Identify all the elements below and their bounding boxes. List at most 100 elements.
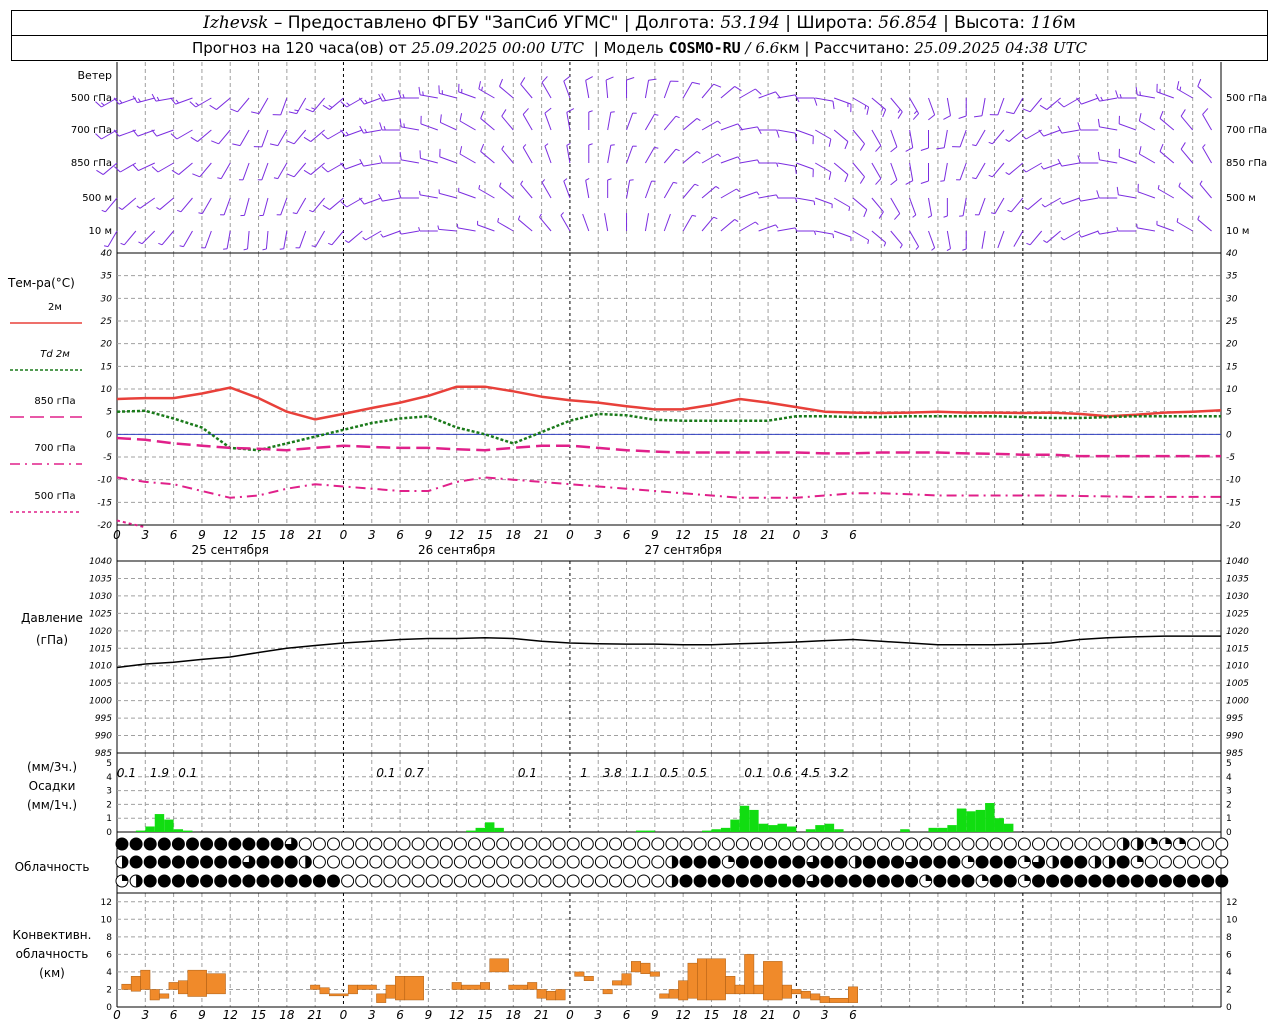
wind-barb-shaft [262,197,269,216]
pres-tick-right: 1030 [1226,592,1249,602]
wind-barb-feather [648,78,657,81]
cloud-symbol [975,837,989,851]
wind-barb-feather [305,108,314,113]
wind-barb [358,197,382,205]
wind-barb-shaft [239,129,250,146]
cloud-circle [905,874,919,888]
wind-barb [340,197,363,208]
temp-tick-left: 35 [101,272,113,282]
pres-tick-left: 1005 [89,679,112,689]
wind-barb-shaft [927,197,933,216]
wind-barb [1013,230,1024,247]
wind-barb-feather [189,101,197,108]
wind-barb-shaft [1137,191,1156,199]
cloud-symbol [891,855,904,869]
cloud-circle [411,874,425,888]
time-tick-label: 0 [340,528,348,542]
wind-barb-shaft [796,129,814,137]
precip-3h-label: 0.7 [405,766,424,780]
cloud-symbol [834,837,848,851]
wind-barb-shaft [157,162,174,173]
wind-barb-shaft [105,197,118,213]
conv-bar [187,969,207,997]
cloud-symbol [256,837,270,851]
wind-barb [988,162,1005,178]
wind-barb [585,76,593,99]
precip-bar [1003,823,1014,832]
wind-barb-shaft [1118,156,1137,164]
wind-barb-feather [832,101,835,110]
prec-tick-left: 4 [106,773,112,783]
wind-barb-shaft [701,120,718,131]
wind-barb-feather [654,146,659,149]
cloud-symbol [312,855,326,869]
cloud-symbol [566,837,580,851]
cloud-symbol [750,874,763,888]
precip-bar [768,825,778,832]
wind-barb-shaft [1061,162,1080,167]
wind-barb-shaft [1029,97,1043,113]
wind-barb-feather [1057,125,1063,134]
cloud-symbol [1074,837,1088,851]
cloud-circle [496,855,510,869]
wind-barb-shaft [975,162,986,179]
wind-barb-shaft [1137,94,1156,99]
wind-barb [179,230,193,248]
cloud-symbol [129,837,143,851]
cloud-symbol [764,837,778,851]
wind-barb-feather [113,129,120,137]
wind-barb-shaft [928,230,936,249]
time-tick-label-bottom: 18 [506,1008,522,1022]
wind-barb [607,144,615,164]
wind-barb-shaft [118,97,137,105]
cloud-symbol [735,855,749,869]
pressure-axis-label: Давление [21,611,83,625]
cloud-symbol [1187,837,1201,851]
wind-barb [644,213,650,232]
temp-tick-right: 0 [1226,430,1232,440]
temp-tick-left: 5 [106,408,112,418]
cloud-symbol [510,837,524,851]
wind-barb-feather [286,173,295,178]
cloud-circle [580,837,594,851]
cloud-symbol [186,874,199,888]
wind-barb-shaft [459,120,476,131]
cloud-circle [524,855,538,869]
wind-barb [720,188,740,199]
wind-barb-shaft [345,162,363,170]
cloud-symbol [580,855,594,869]
wind-barb [588,110,593,130]
cloud-circle [228,855,242,869]
cloud-circle [524,837,538,851]
cloud-circle [1187,874,1201,888]
wind-barb [890,197,901,220]
cloud-circle [186,855,199,869]
precip-bar [711,829,721,832]
cloud-symbol [397,855,411,869]
wind-barb [1077,122,1099,131]
wind-barb-feather [734,86,742,92]
cloud-circle [1046,837,1060,851]
conv-bar [140,969,151,990]
cloud-symbol [214,837,228,851]
cloud-symbol [679,837,693,851]
wind-barb-shaft [161,230,174,246]
temp-tick-right: 40 [1226,249,1238,259]
conv-bar [527,982,538,990]
cloud-symbol [778,855,792,869]
wind-barb-feather [497,217,500,223]
precip-bar [994,818,1004,832]
wind-barb-feather [1097,230,1100,235]
cloud-fill [806,875,819,888]
cloud-circle [425,855,439,869]
wind-barb [1115,90,1137,99]
cloud-circle [468,874,481,888]
wind-barb [190,129,212,142]
wind-barb-shaft [739,159,758,164]
wind-barb-feather [501,145,505,150]
time-tick-label-bottom: 12 [223,1008,238,1022]
wind-barb [1135,86,1156,99]
prec-tick-left: 5 [106,759,112,769]
temp-tick-right: 35 [1226,272,1238,282]
wind-barb-shaft [1156,224,1174,232]
